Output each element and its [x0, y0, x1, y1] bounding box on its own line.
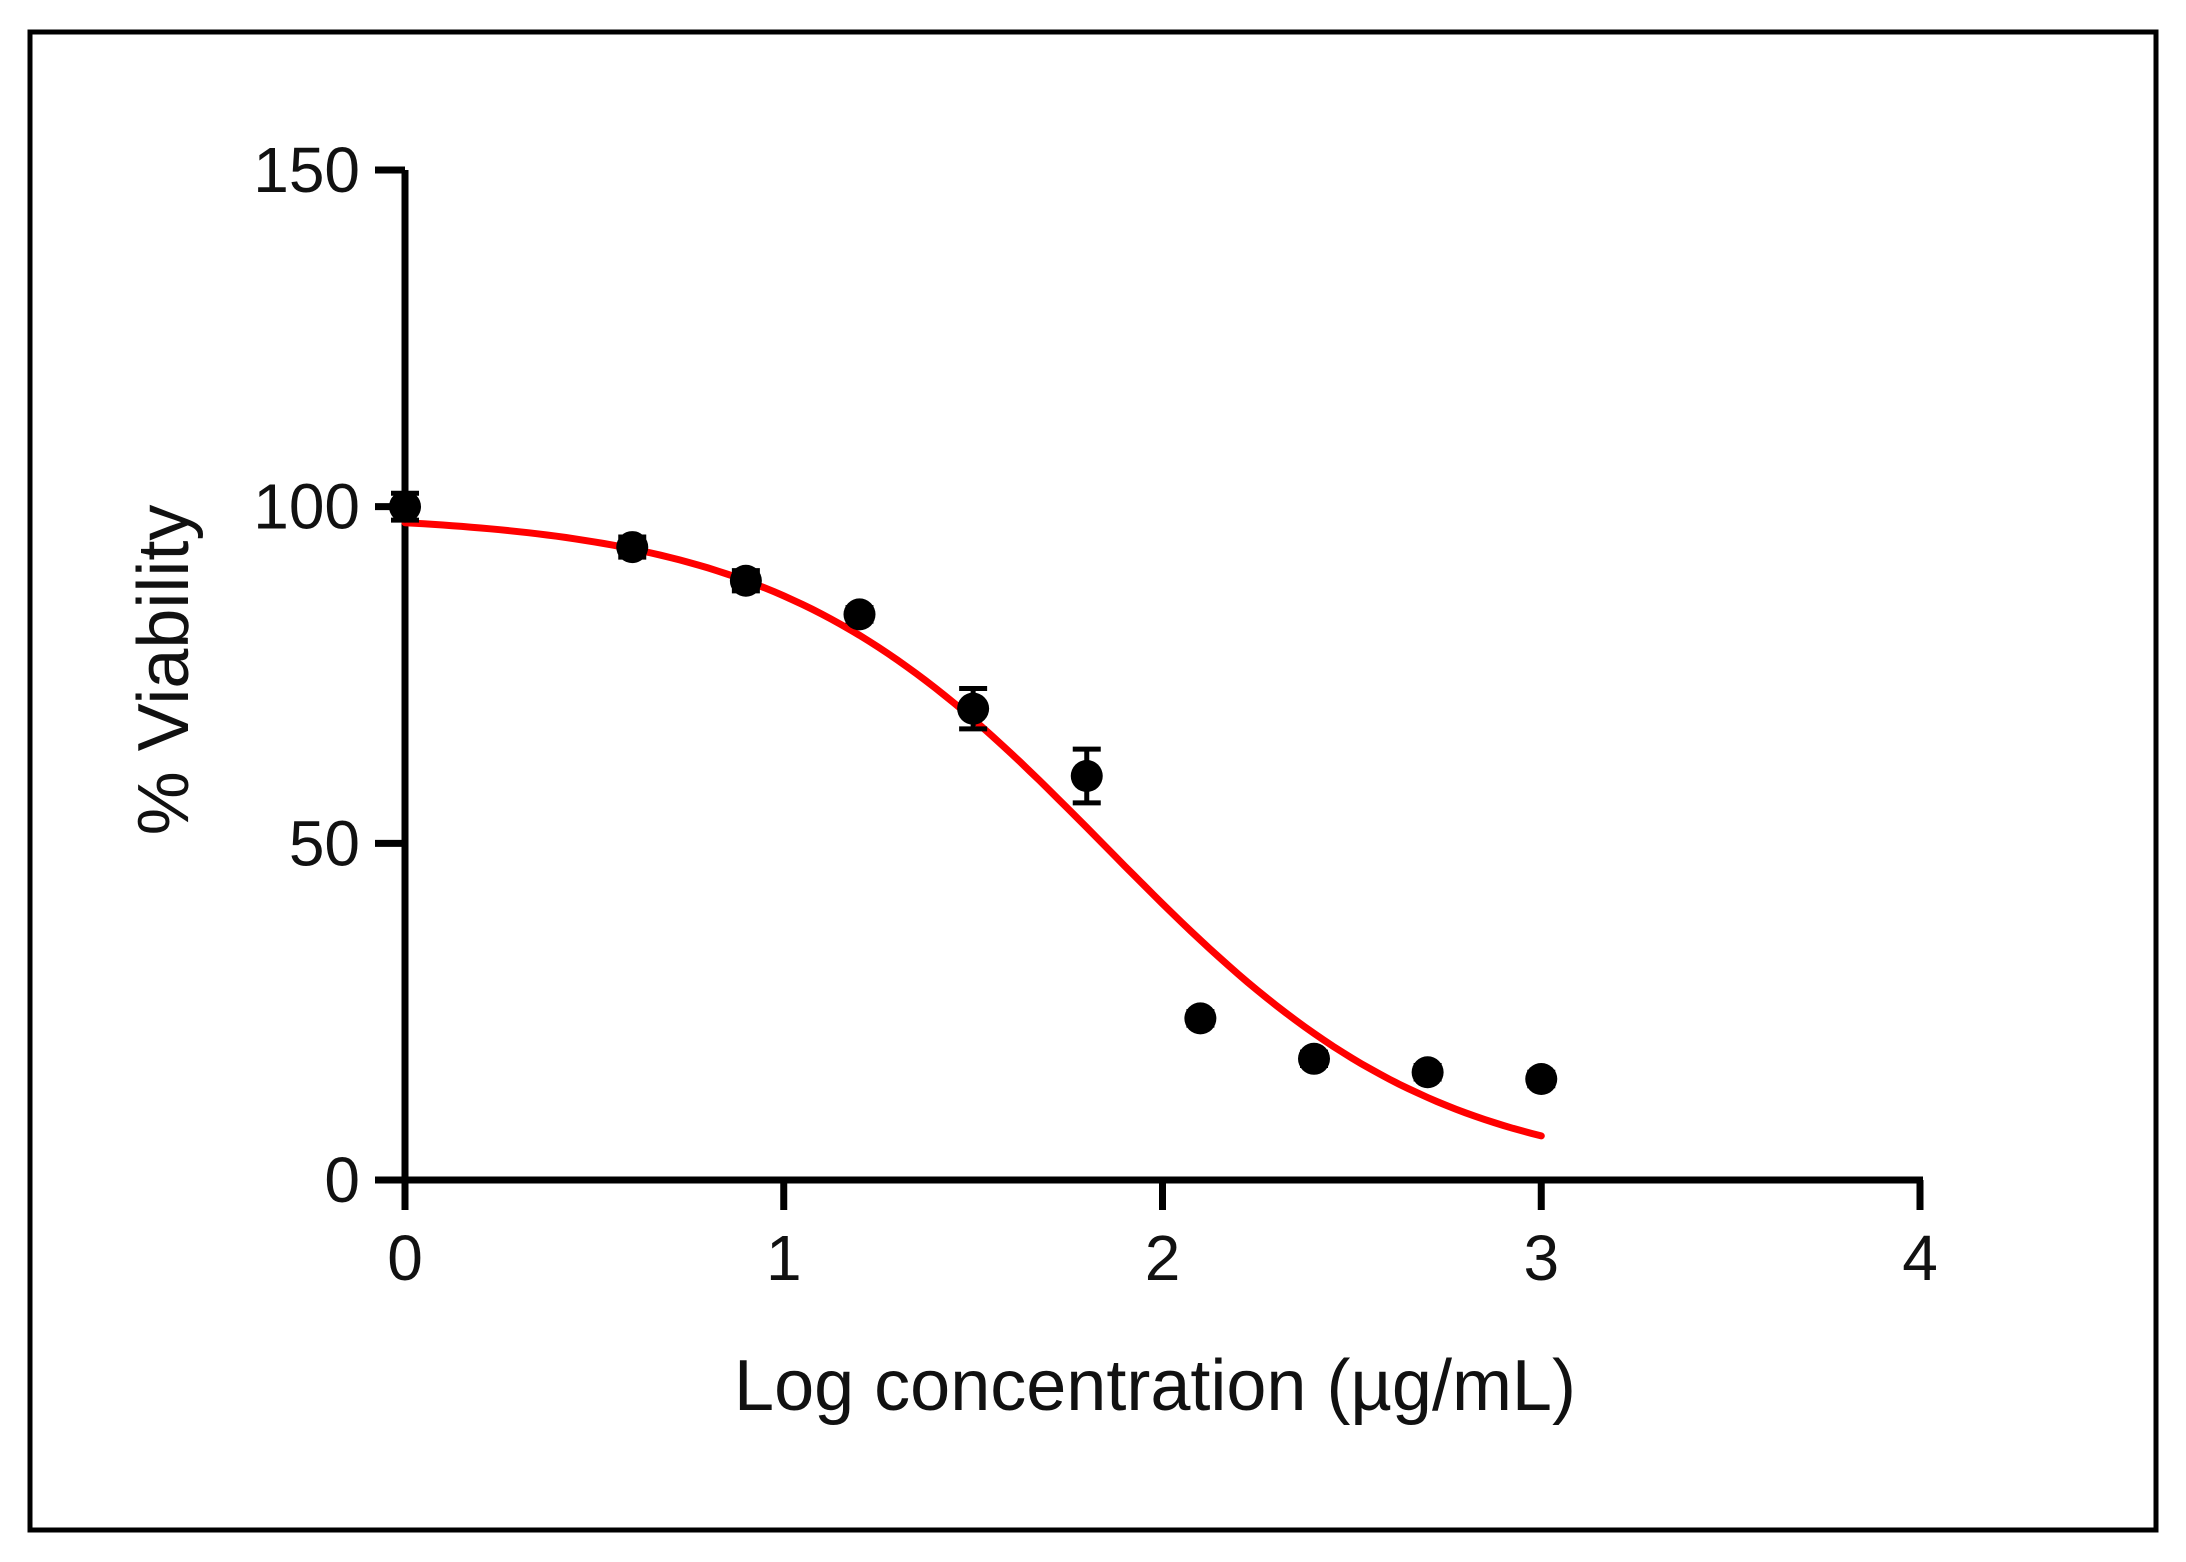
y-tick-label: 50	[289, 807, 360, 879]
data-point	[843, 598, 876, 631]
y-tick-label: 150	[253, 134, 360, 206]
y-tick-label: 0	[324, 1144, 360, 1216]
data-point	[389, 490, 421, 523]
y-axis-label: % Viability	[124, 505, 204, 836]
axis-labels: Log concentration (µg/mL) % Viability	[124, 505, 1576, 1426]
x-axis-label: Log concentration (µg/mL)	[734, 1346, 1576, 1426]
data-point	[957, 692, 990, 725]
data-point	[616, 531, 649, 564]
data-point	[1411, 1056, 1444, 1089]
data-point	[1184, 1002, 1217, 1035]
x-tick-label: 4	[1902, 1222, 1938, 1294]
x-tick-label: 2	[1145, 1222, 1181, 1294]
data-point	[1070, 760, 1103, 792]
x-tick-label: 1	[766, 1222, 802, 1294]
data-point	[1525, 1063, 1558, 1095]
x-tick-label: 3	[1523, 1222, 1559, 1294]
data-point	[1298, 1042, 1330, 1075]
data-point	[729, 564, 762, 597]
y-tick-label: 100	[253, 471, 360, 543]
data-points	[389, 490, 1558, 1095]
x-tick-label: 0	[387, 1222, 423, 1294]
axis-ticks: 0 1 2 3 4 0 50 100 150	[253, 134, 1938, 1294]
